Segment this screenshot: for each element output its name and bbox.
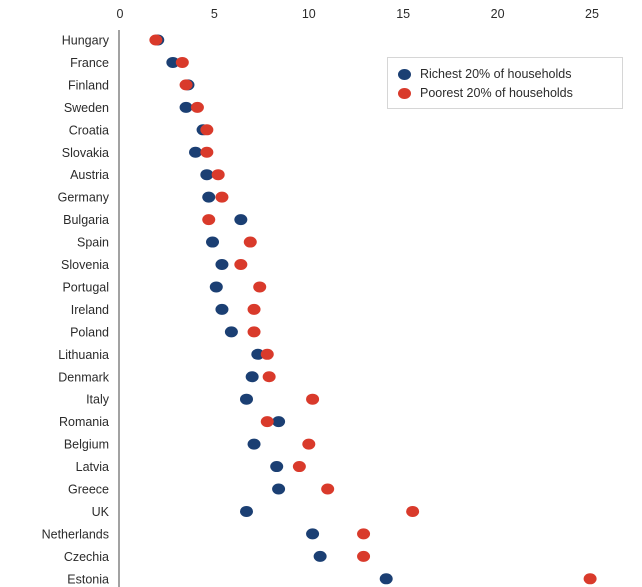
poorest-point [247, 303, 261, 315]
x-tick-label: 20 [491, 7, 505, 21]
poorest-point [215, 191, 229, 203]
category-label: Belgium [64, 438, 109, 452]
poorest-point [302, 438, 316, 450]
legend-swatch-richest [398, 68, 411, 80]
category-label: Hungary [62, 34, 110, 48]
legend-swatch-poorest [398, 87, 411, 99]
category-label: Spain [77, 236, 109, 250]
richest-point [247, 438, 261, 450]
category-label: Greece [68, 483, 109, 497]
poorest-point [260, 348, 274, 360]
richest-point [215, 303, 229, 315]
richest-point [166, 56, 180, 68]
richest-point [209, 281, 223, 293]
richest-point [251, 348, 265, 360]
poorest-point [190, 101, 204, 113]
category-label: Ireland [71, 303, 109, 317]
legend-label-poorest: Poorest 20% of households [420, 86, 573, 100]
poorest-point [175, 56, 189, 68]
category-labels: Hungary France Finland Sweden Croatia Slovaki… [42, 34, 110, 587]
richest-point [272, 483, 286, 495]
x-tick-label: 25 [585, 7, 599, 21]
category-label: France [70, 56, 109, 70]
legend-item-richest: Richest 20% of households [398, 65, 571, 83]
poorest-point [406, 505, 420, 517]
poorest-point [253, 281, 267, 293]
richest-point [224, 326, 238, 338]
poorest-point [357, 528, 371, 540]
richest-point [200, 169, 214, 181]
poorest-point [200, 146, 214, 158]
x-tick-label: 10 [302, 7, 316, 21]
category-label: Romania [59, 415, 109, 429]
category-label: Sweden [64, 101, 109, 115]
x-tick-label: 0 [117, 7, 124, 21]
poorest-point [243, 236, 257, 248]
category-label: Denmark [58, 370, 109, 384]
richest-point [206, 236, 220, 248]
category-label: Croatia [69, 123, 109, 137]
richest-point [313, 550, 327, 562]
data-points [149, 34, 597, 585]
richest-point [215, 259, 229, 270]
poorest-point [583, 573, 597, 585]
poorest-point [247, 326, 261, 338]
poorest-point [149, 34, 163, 46]
poorest-point [292, 461, 306, 473]
poorest-point [262, 371, 276, 383]
category-label: Portugal [62, 280, 109, 294]
legend-label-richest: Richest 20% of households [420, 67, 572, 81]
category-label: Netherlands [42, 527, 109, 541]
category-label: Czechia [64, 550, 109, 564]
poorest-point [234, 259, 248, 270]
x-tick-label: 5 [211, 7, 218, 21]
x-axis-ticks: 0 5 10 15 20 25 [117, 7, 599, 21]
poorest-point [357, 550, 371, 562]
poorest-point [321, 483, 335, 495]
poorest-point [260, 416, 274, 428]
category-label: UK [92, 505, 110, 519]
category-label: Italy [86, 393, 110, 407]
richest-point [179, 101, 193, 113]
category-label: Finland [68, 78, 109, 92]
richest-point [234, 214, 248, 226]
poorest-point [179, 79, 193, 91]
poorest-point [306, 393, 320, 405]
richest-point [379, 573, 393, 585]
richest-point [239, 505, 253, 517]
category-label: Austria [70, 168, 109, 182]
category-label: Lithuania [58, 348, 109, 362]
poorest-point [200, 124, 214, 136]
richest-point [270, 461, 284, 473]
category-label: Latvia [76, 460, 109, 474]
legend-item-poorest: Poorest 20% of households [398, 84, 573, 102]
richest-point [306, 528, 320, 540]
poorest-point [211, 169, 225, 181]
category-label: Estonia [67, 572, 109, 586]
richest-point [202, 191, 216, 203]
category-label: Germany [58, 191, 110, 205]
richest-point [239, 393, 253, 405]
richest-point [245, 371, 259, 383]
category-label: Slovenia [61, 258, 109, 272]
legend: Richest 20% of households Poorest 20% of… [387, 57, 623, 109]
richest-point [272, 416, 286, 428]
richest-point [189, 146, 203, 158]
category-label: Poland [70, 325, 109, 339]
category-label: Slovakia [62, 146, 109, 160]
x-tick-label: 15 [396, 7, 410, 21]
category-label: Bulgaria [63, 213, 109, 227]
poorest-point [202, 214, 216, 226]
